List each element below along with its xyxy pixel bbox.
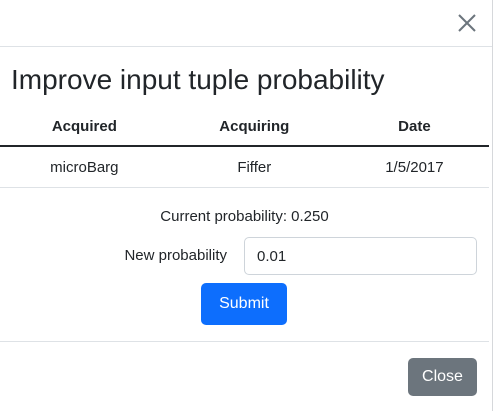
new-probability-input[interactable] [244, 237, 477, 275]
close-button[interactable]: Close [408, 358, 477, 396]
cell-acquired: microBarg [0, 146, 169, 188]
tuple-table: Acquired Acquiring Date microBarg Fiffer… [0, 108, 489, 188]
submit-button[interactable]: Submit [201, 283, 287, 325]
column-header-acquiring: Acquiring [168, 108, 340, 147]
cell-date: 1/5/2017 [339, 146, 489, 188]
table-row: microBarg Fiffer 1/5/2017 [0, 146, 489, 188]
cell-acquiring: Fiffer [168, 146, 340, 188]
column-header-date: Date [339, 108, 489, 147]
column-header-acquired: Acquired [0, 108, 169, 147]
close-x-icon[interactable] [456, 12, 478, 34]
new-probability-row: New probability [0, 237, 489, 275]
footer-divider [0, 341, 489, 342]
current-probability-text: Current probability: 0.250 [160, 208, 329, 225]
modal-title: Improve input tuple probability [11, 64, 385, 95]
table-header-row: Acquired Acquiring Date [0, 108, 489, 147]
new-probability-label: New probability [124, 247, 227, 264]
modal-header [0, 0, 492, 47]
